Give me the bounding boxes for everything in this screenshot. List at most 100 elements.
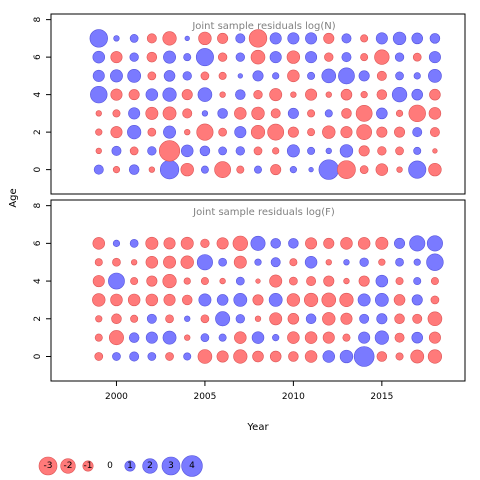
residual-bubble xyxy=(340,237,353,250)
residual-bubble xyxy=(305,313,317,325)
residual-bubble xyxy=(128,89,140,101)
residual-bubble xyxy=(395,71,404,81)
residual-bubble xyxy=(252,294,264,306)
residual-bubble xyxy=(218,71,227,80)
residual-bubble xyxy=(127,68,142,83)
residual-bubble xyxy=(321,68,337,84)
residual-bubble xyxy=(426,253,444,271)
legend-bubble xyxy=(82,460,94,472)
residual-bubble xyxy=(286,144,300,158)
residual-bubble xyxy=(200,277,209,286)
residual-bubble xyxy=(290,91,297,98)
residual-bubble xyxy=(269,32,282,45)
residual-bubble xyxy=(196,123,214,141)
residual-bubble xyxy=(182,108,193,119)
residual-bubble xyxy=(233,293,248,307)
residual-bubble xyxy=(267,123,285,141)
residual-bubble xyxy=(110,69,123,83)
residual-bubble xyxy=(430,295,440,305)
residual-bubble xyxy=(130,277,139,286)
residual-bubble xyxy=(108,330,124,346)
residual-bubble xyxy=(357,237,371,250)
residual-bubble xyxy=(376,126,388,138)
residual-bubble xyxy=(181,144,194,158)
residual-bubble xyxy=(360,34,369,43)
residual-bubble xyxy=(108,272,125,290)
legend-label: 4 xyxy=(189,461,195,471)
residual-bubble xyxy=(430,277,439,286)
x-tick-label: 2005 xyxy=(193,392,216,402)
residual-bubble xyxy=(111,145,122,156)
residual-bubble xyxy=(216,350,229,363)
residual-bubble xyxy=(339,349,354,364)
panel-title: Joint sample residuals log(F) xyxy=(192,207,335,218)
residual-bubble xyxy=(305,237,318,250)
y-tick-label: 6 xyxy=(33,54,43,60)
residual-bubble xyxy=(428,162,442,177)
residual-bubble xyxy=(158,140,181,162)
legend-label: 2 xyxy=(147,461,153,471)
residual-bubble xyxy=(200,165,209,174)
residual-bubble xyxy=(253,89,263,100)
residual-bubble xyxy=(129,239,139,248)
x-axis-label: Year xyxy=(246,422,269,433)
residual-bubble xyxy=(218,146,227,156)
residual-bubble xyxy=(428,51,441,64)
residual-bubble xyxy=(254,315,262,322)
residual-bubble xyxy=(287,32,300,45)
residual-bubble xyxy=(112,352,121,361)
residual-bubble xyxy=(214,161,231,178)
residual-bubble xyxy=(111,313,122,325)
residual-bubble xyxy=(272,72,280,80)
residual-bubble xyxy=(413,277,422,286)
x-tick-label: 2015 xyxy=(370,392,393,402)
residual-bubble xyxy=(429,88,441,101)
residual-bubble xyxy=(393,294,406,306)
residual-bubble xyxy=(128,164,140,175)
residual-bubble xyxy=(374,330,389,345)
residual-bubble xyxy=(110,126,123,139)
residual-bubble xyxy=(92,293,106,307)
residual-bubble xyxy=(374,49,390,65)
residual-bubble xyxy=(110,88,123,101)
residual-bubble xyxy=(250,49,266,65)
residual-bubble xyxy=(180,255,194,269)
residual-bubble xyxy=(183,352,192,361)
residual-bubble xyxy=(411,88,423,101)
residual-bubble xyxy=(375,163,389,176)
residual-bubble xyxy=(322,331,335,344)
residual-bubble xyxy=(146,33,157,44)
residual-bubble xyxy=(183,277,191,285)
residual-bubble xyxy=(232,235,248,252)
residual-bubble xyxy=(287,107,299,119)
residual-bubble xyxy=(359,165,369,174)
residual-bubble xyxy=(181,89,193,101)
residual-bubble xyxy=(162,273,177,289)
residual-bubble xyxy=(304,331,318,344)
residual-bubble xyxy=(197,349,213,364)
y-axis: 0 2 4 6 8 xyxy=(33,203,51,359)
residual-bubble xyxy=(147,127,157,137)
residual-bubble xyxy=(286,50,301,64)
residual-bubble xyxy=(235,146,245,156)
residual-bubble xyxy=(248,29,268,48)
residual-bubble xyxy=(325,259,332,266)
residual-bubble xyxy=(233,255,247,269)
residual-bubble xyxy=(376,70,387,81)
residual-bubble xyxy=(201,110,209,117)
residual-bubble xyxy=(94,258,103,267)
residual-bubble xyxy=(89,29,108,48)
residual-bubble xyxy=(358,331,371,344)
y-tick-label: 0 xyxy=(33,353,43,359)
residual-bubble xyxy=(162,106,177,121)
residual-bubble xyxy=(321,292,337,308)
residual-bubble xyxy=(145,331,158,344)
residual-bubble xyxy=(305,51,318,64)
residual-bubble xyxy=(304,255,318,269)
residual-bubble xyxy=(355,105,373,122)
residual-bubble xyxy=(339,144,354,158)
residual-bubble xyxy=(269,274,283,288)
residual-bubble xyxy=(340,88,353,101)
residual-bubble xyxy=(341,33,352,44)
residual-bubble xyxy=(218,257,227,267)
